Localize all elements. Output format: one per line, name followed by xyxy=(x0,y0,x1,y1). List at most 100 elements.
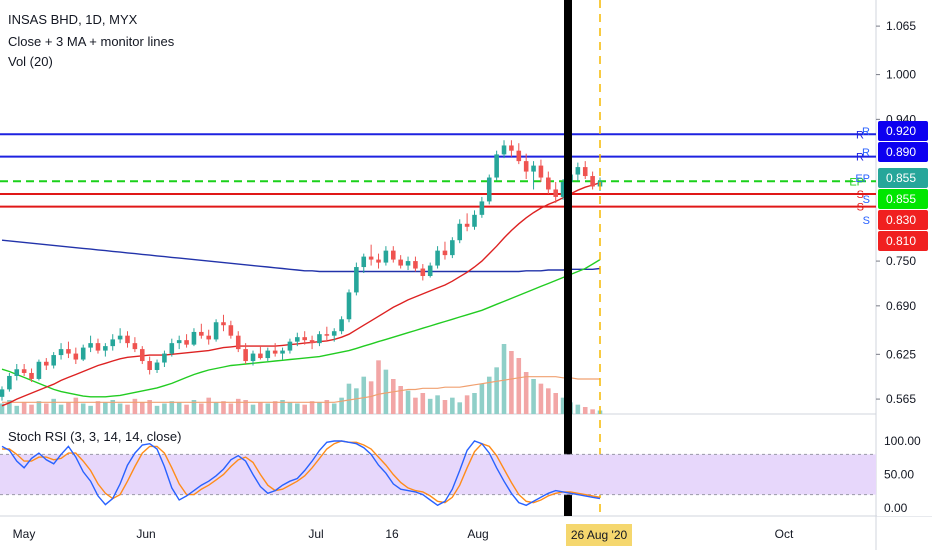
volume-bar xyxy=(523,372,529,414)
candle-body xyxy=(531,165,536,172)
highlighted-date-label: 26 Aug '20 xyxy=(571,528,628,542)
indicator-legend[interactable]: Stoch RSI (3, 3, 14, 14, close) xyxy=(8,429,182,444)
volume-bar xyxy=(228,403,234,414)
candle-body xyxy=(73,353,79,360)
candle-body xyxy=(361,256,367,268)
volume-bar xyxy=(199,403,204,414)
volume-bar xyxy=(435,395,440,414)
volume-bar xyxy=(376,360,381,414)
candle-body xyxy=(383,250,389,263)
volume-bar xyxy=(368,381,374,414)
monitor-line-label: S xyxy=(857,189,864,201)
price-tick-label: 0.690 xyxy=(886,299,916,313)
candle-body xyxy=(346,292,352,320)
candle-body xyxy=(464,223,470,227)
candle-body xyxy=(324,334,330,336)
volume-bar xyxy=(442,400,448,414)
volume-bar xyxy=(346,383,352,414)
candle-body xyxy=(147,361,152,370)
price-tag xyxy=(878,210,928,230)
price-tick-label: 0.750 xyxy=(886,254,916,268)
candle-body xyxy=(435,250,440,266)
candle-body xyxy=(162,353,167,363)
candle-body xyxy=(494,154,499,178)
time-axis-label: Aug xyxy=(467,527,488,541)
candle-body xyxy=(21,369,27,373)
candle-body xyxy=(213,322,219,340)
time-axis[interactable]: May Jun Jul 16 Aug Oct 26 Aug '20 xyxy=(13,524,794,546)
stoch-rsi-pane xyxy=(0,440,876,507)
candle-body xyxy=(250,353,256,362)
candle-body xyxy=(58,349,64,356)
volume-bar xyxy=(494,367,499,414)
volume-bar xyxy=(213,402,219,414)
volume-bar xyxy=(132,398,138,414)
candle-body xyxy=(80,347,86,360)
stoch-band-fill xyxy=(0,454,876,495)
time-axis-label: 16 xyxy=(385,527,399,541)
price-tag-value: 0.810 xyxy=(886,234,916,248)
volume-bar xyxy=(206,397,212,414)
candle-body xyxy=(44,361,49,366)
candle-body xyxy=(199,331,204,336)
candles xyxy=(0,140,603,401)
price-tag xyxy=(878,231,928,251)
candle-body xyxy=(287,341,293,351)
candle-body xyxy=(295,337,300,342)
indicator-tick-label: 0.00 xyxy=(884,501,908,515)
candle-body xyxy=(88,343,93,348)
candle-body xyxy=(95,343,101,351)
volume-bar xyxy=(80,403,86,414)
volume-bar xyxy=(235,398,241,414)
volume-bar xyxy=(457,402,463,414)
volume-bar xyxy=(413,397,418,414)
candle-body xyxy=(206,335,212,340)
volume-bar xyxy=(486,376,492,414)
volume-bar xyxy=(272,401,278,414)
candle-body xyxy=(427,265,433,276)
candle-body xyxy=(457,223,463,241)
candle-body xyxy=(479,201,485,215)
volume-bar xyxy=(582,407,588,414)
candle-body xyxy=(354,267,359,293)
volume-bar xyxy=(21,402,27,414)
time-axis-label: Jul xyxy=(308,527,323,541)
candle-body xyxy=(36,361,42,379)
volume-bar xyxy=(265,403,271,414)
price-tag-marker: EP xyxy=(855,173,870,185)
candle-body xyxy=(258,353,263,359)
volume-bar xyxy=(169,401,175,414)
candle-body xyxy=(0,389,5,397)
volume-bar xyxy=(560,397,566,414)
candle-body xyxy=(368,256,374,260)
volume-bar xyxy=(154,405,160,414)
volume-bar xyxy=(103,402,108,414)
monitor-line-label: S xyxy=(857,202,864,214)
price-tick-label: 0.625 xyxy=(886,347,916,361)
price-tag xyxy=(878,142,928,162)
candle-body xyxy=(390,250,396,260)
candle-body xyxy=(339,319,344,332)
stoch-k-line xyxy=(1,440,601,507)
volume-bar xyxy=(553,393,558,414)
symbol-title: INSAS BHD, 1D, MYX xyxy=(8,12,138,27)
volume-legend[interactable]: Vol (20) xyxy=(8,54,53,69)
indicator-tick-label: 50.00 xyxy=(884,468,914,482)
volume-bar xyxy=(479,383,485,414)
volume-bar xyxy=(243,400,248,414)
volume-bar xyxy=(331,403,337,414)
volume-bar xyxy=(0,403,5,414)
price-axis[interactable]: 1.0651.0000.9400.7500.6900.6250.5650.920… xyxy=(855,0,932,516)
volume-bar xyxy=(280,400,285,414)
candle-body xyxy=(501,145,507,155)
indicator-tick-label: 100.00 xyxy=(884,434,921,448)
study-legend[interactable]: Close + 3 MA + monitor lines xyxy=(8,34,175,49)
volume-bar xyxy=(176,402,182,414)
volume-bar xyxy=(147,400,152,414)
volume-ma-line xyxy=(2,376,600,403)
volume-bar xyxy=(125,404,130,414)
volume-bar xyxy=(324,400,330,414)
volume-bars xyxy=(0,344,603,414)
candle-body xyxy=(523,161,529,172)
